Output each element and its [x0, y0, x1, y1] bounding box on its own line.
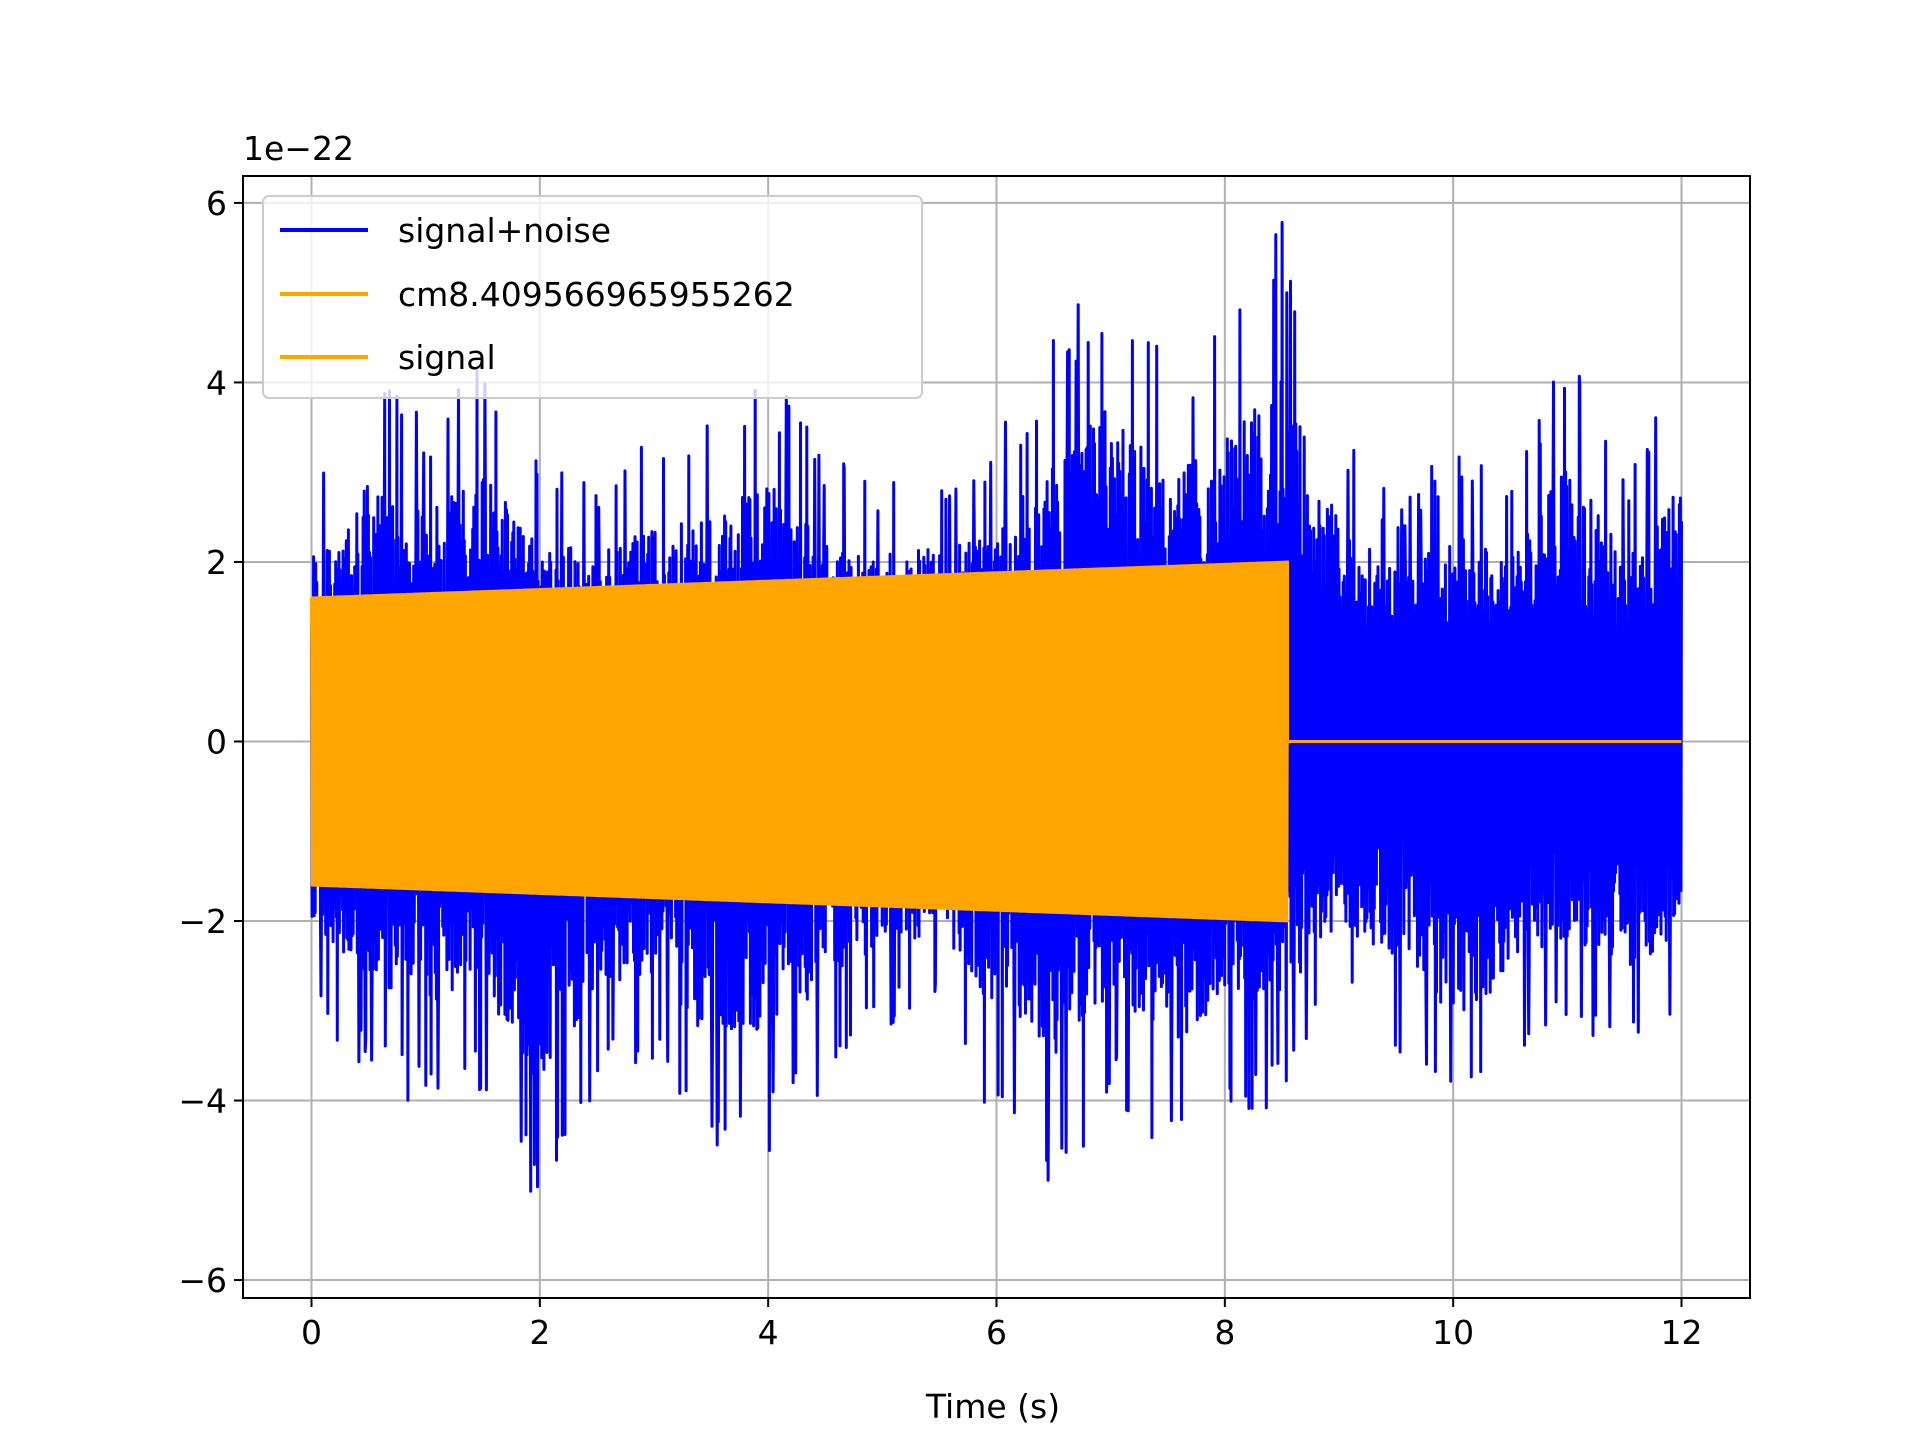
y-tick-label: 6 [206, 184, 227, 223]
x-tick-label: 10 [1432, 1313, 1474, 1352]
y-tick-label: −6 [178, 1261, 227, 1300]
legend-label-signal: signal [398, 338, 496, 377]
plot-area [310, 220, 1683, 1193]
x-axis: 0 2 4 6 8 10 12 [301, 1298, 1703, 1352]
x-tick-label: 0 [301, 1313, 322, 1352]
y-axis: −6 −4 −2 0 2 4 6 [178, 184, 243, 1300]
x-tick-label: 12 [1661, 1313, 1703, 1352]
x-tick-label: 6 [986, 1313, 1007, 1352]
y-tick-label: 2 [206, 543, 227, 582]
legend-label-cm: cm8.409566965955262 [398, 275, 795, 314]
legend: signal+noise cm8.409566965955262 signal [262, 195, 923, 399]
y-tick-label: 0 [206, 722, 227, 761]
y-tick-label: −2 [178, 902, 227, 941]
x-tick-label: 8 [1214, 1313, 1235, 1352]
x-axis-label: Time (s) [925, 1387, 1060, 1426]
y-tick-label: 4 [206, 363, 227, 402]
x-tick-label: 4 [758, 1313, 779, 1352]
y-offset-label: 1e−22 [243, 129, 354, 168]
legend-label-signal-noise: signal+noise [398, 211, 611, 250]
series-signal-noise-line [310, 220, 1683, 1193]
legend-box [262, 195, 923, 399]
x-tick-label: 2 [529, 1313, 550, 1352]
y-tick-label: −4 [178, 1082, 227, 1121]
series-signal-line [310, 560, 1682, 923]
